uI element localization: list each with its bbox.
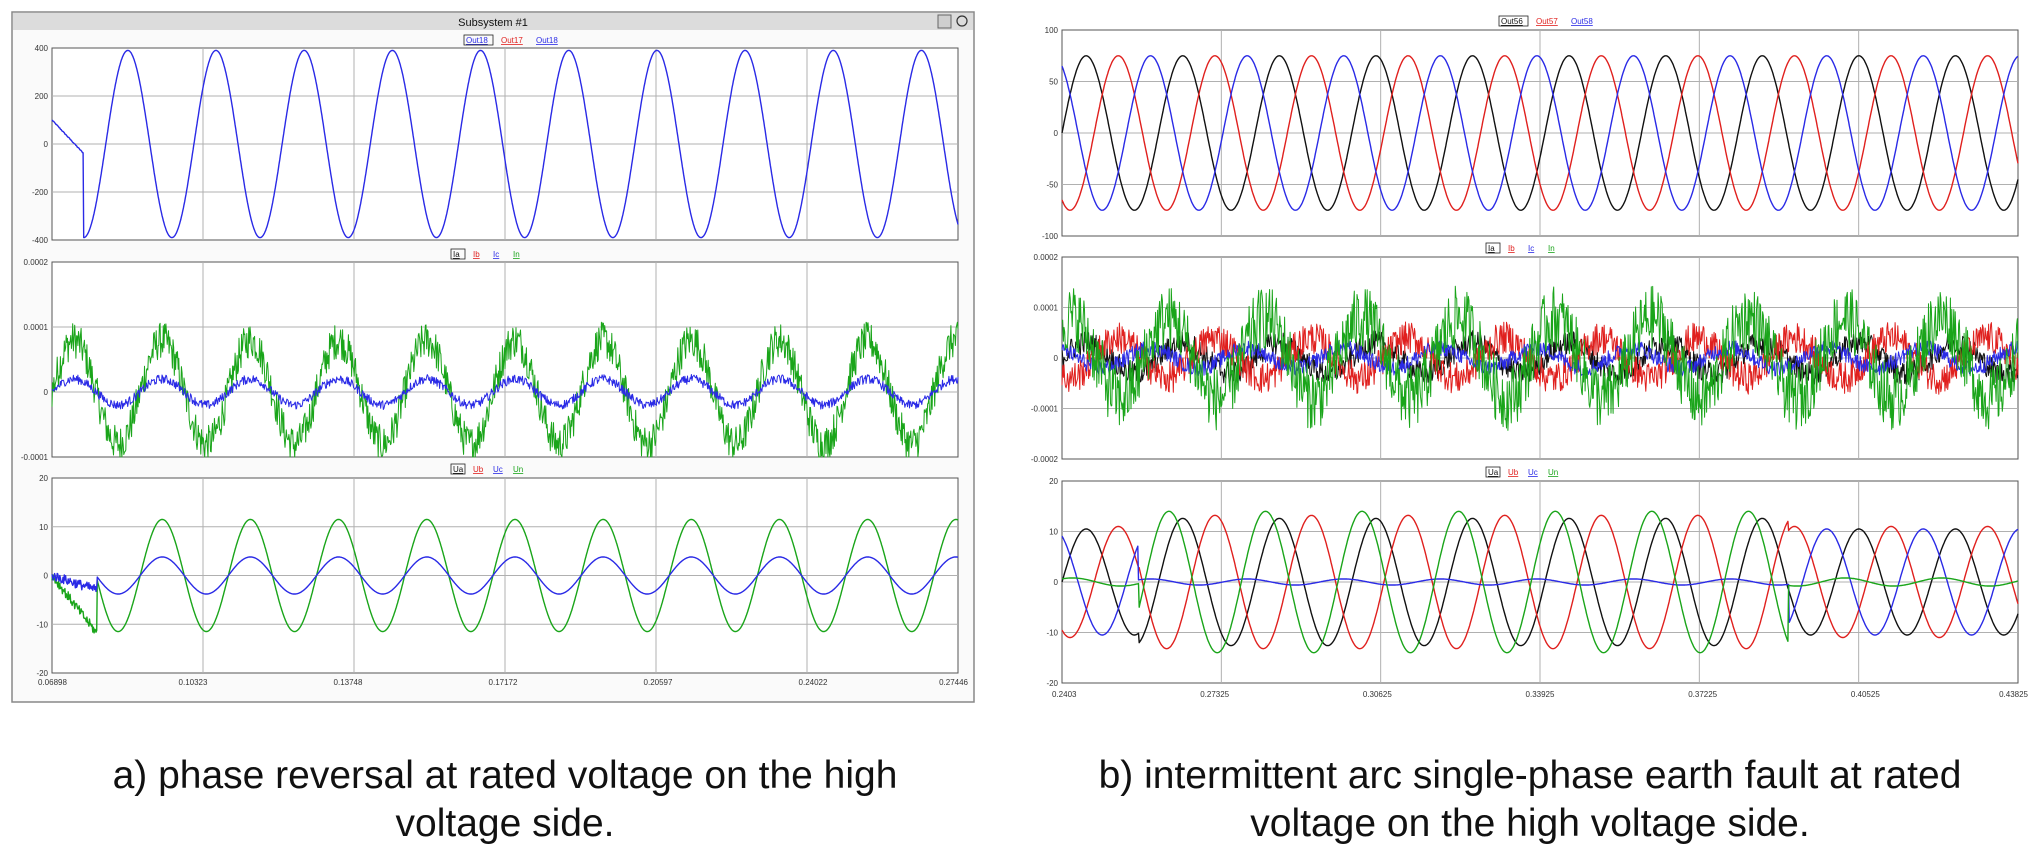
caption-panel-b: b) intermittent arc single-phase earth f… bbox=[1098, 754, 1962, 845]
y-tick-label: 0.0001 bbox=[1034, 304, 1059, 313]
x-tick-label: 0.30625 bbox=[1363, 690, 1392, 699]
legend-item: Out56 bbox=[1501, 17, 1523, 26]
series-line-ib bbox=[1061, 321, 2019, 395]
y-tick-label: 200 bbox=[35, 92, 49, 101]
panel-a-title: Subsystem #1 bbox=[458, 17, 528, 29]
x-tick-label: 0.40525 bbox=[1851, 690, 1880, 699]
y-tick-label: -0.0001 bbox=[1031, 405, 1059, 414]
x-tick-label: 0.33925 bbox=[1526, 690, 1555, 699]
y-tick-label: -20 bbox=[36, 669, 48, 678]
legend-item: Ua bbox=[453, 465, 464, 474]
legend-item: Uc bbox=[493, 465, 503, 474]
legend-selected-box bbox=[450, 463, 466, 475]
y-tick-label: 0 bbox=[1054, 129, 1059, 138]
legend-item: Ub bbox=[473, 465, 484, 474]
y-tick-label: -20 bbox=[1046, 679, 1058, 688]
y-tick-label: 20 bbox=[39, 474, 48, 483]
y-tick-label: -200 bbox=[32, 188, 49, 197]
legend-item: Ic bbox=[1528, 244, 1534, 253]
x-tick-label: 0.27325 bbox=[1200, 690, 1229, 699]
caption-panel-a: a) phase reversal at rated voltage on th… bbox=[112, 754, 898, 845]
legend-selected-box bbox=[450, 248, 466, 260]
y-tick-label: 10 bbox=[1049, 528, 1058, 537]
legend-item: Out17 bbox=[501, 36, 523, 45]
series-line-uc bbox=[51, 556, 959, 595]
y-tick-label: -50 bbox=[1046, 181, 1058, 190]
y-tick-label: 0.0002 bbox=[1034, 253, 1059, 262]
y-tick-label: -100 bbox=[1042, 232, 1059, 241]
y-tick-label: -0.0001 bbox=[21, 453, 49, 462]
series-line-ub bbox=[1061, 514, 2019, 650]
series-line-in bbox=[1061, 285, 2019, 431]
legend-item: In bbox=[513, 250, 520, 259]
x-tick-label: 0.24022 bbox=[799, 678, 828, 687]
legend-item: Out58 bbox=[1571, 17, 1593, 26]
legend-selected-box bbox=[1498, 15, 1529, 27]
series-line-out56 bbox=[1061, 55, 2019, 211]
x-tick-label: 0.06898 bbox=[38, 678, 67, 687]
x-tick-label: 0.20597 bbox=[644, 678, 673, 687]
x-tick-label: 0.10323 bbox=[179, 678, 208, 687]
legend-selected-box bbox=[463, 34, 494, 46]
x-tick-label: 0.13748 bbox=[334, 678, 363, 687]
y-tick-label: -400 bbox=[32, 236, 49, 245]
legend-item: Un bbox=[1548, 468, 1558, 477]
y-tick-label: -0.0002 bbox=[1031, 455, 1059, 464]
y-tick-label: 20 bbox=[1049, 477, 1058, 486]
toolbar-icon bbox=[937, 14, 952, 29]
legend-item: Ia bbox=[453, 250, 460, 259]
legend-item: Un bbox=[513, 465, 523, 474]
y-tick-label: 0 bbox=[44, 140, 49, 149]
legend-item: Ib bbox=[473, 250, 480, 259]
series-line-out58 bbox=[1061, 55, 2019, 211]
series-line-un bbox=[1061, 510, 2019, 654]
y-tick-label: 0 bbox=[44, 388, 49, 397]
series-line-ic bbox=[1061, 339, 2019, 377]
y-tick-label: 400 bbox=[35, 44, 49, 53]
y-tick-label: 0 bbox=[1054, 578, 1059, 587]
x-tick-label: 0.27446 bbox=[939, 678, 968, 687]
record-icon bbox=[956, 15, 968, 27]
y-tick-label: 0 bbox=[1054, 354, 1059, 363]
series-line-ua bbox=[1061, 517, 2019, 647]
legend-item: In bbox=[1548, 244, 1555, 253]
series-line-ic bbox=[51, 374, 959, 410]
y-tick-label: -10 bbox=[36, 620, 48, 629]
series-line-un bbox=[51, 518, 959, 634]
x-tick-label: 0.43825 bbox=[1999, 690, 2028, 699]
x-tick-label: 0.2403 bbox=[1052, 690, 1077, 699]
y-tick-label: 50 bbox=[1049, 78, 1058, 87]
y-tick-label: 100 bbox=[1045, 26, 1059, 35]
y-tick-label: -10 bbox=[1046, 629, 1058, 638]
legend-item: Ib bbox=[1508, 244, 1515, 253]
legend-item: Out18 bbox=[466, 36, 488, 45]
y-tick-label: 10 bbox=[39, 523, 48, 532]
series-line-in bbox=[51, 321, 959, 458]
y-tick-label: 0.0001 bbox=[24, 323, 49, 332]
x-tick-label: 0.17172 bbox=[489, 678, 518, 687]
x-tick-label: 0.37225 bbox=[1688, 690, 1717, 699]
legend-item: Uc bbox=[1528, 468, 1538, 477]
legend-item: Out18 bbox=[536, 36, 558, 45]
series-line-uc bbox=[1061, 528, 2019, 636]
y-tick-label: 0 bbox=[44, 572, 49, 581]
legend-item: Ub bbox=[1508, 468, 1519, 477]
series-line-out18 bbox=[51, 49, 959, 239]
legend-selected-box bbox=[1485, 242, 1501, 254]
legend-item: Ua bbox=[1488, 468, 1499, 477]
legend-item: Out57 bbox=[1536, 17, 1558, 26]
panel-a-titlebar bbox=[13, 13, 973, 30]
legend-item: Ic bbox=[493, 250, 499, 259]
y-tick-label: 0.0002 bbox=[24, 258, 49, 267]
legend-item: Ia bbox=[1488, 244, 1495, 253]
legend-selected-box bbox=[1485, 466, 1501, 478]
